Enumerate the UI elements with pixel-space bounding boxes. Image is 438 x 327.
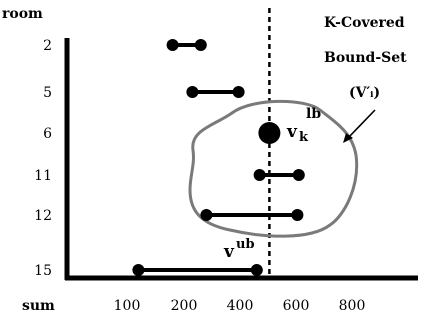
vk-label-sup: lb (306, 106, 321, 122)
set-title-line3: (V′ᵢ) (349, 85, 380, 101)
interval-room-5 (186, 86, 245, 98)
x-tick-label: 600 (283, 298, 310, 314)
interval-room-2 (166, 39, 207, 51)
x-tick-label: 400 (227, 298, 254, 314)
interval-start-dot (253, 169, 266, 181)
y-tick-label: 5 (43, 85, 52, 101)
x-tick-label: 100 (114, 298, 141, 314)
vub-label-sup: ub (236, 237, 255, 252)
interval-room-15 (132, 264, 263, 276)
interval-room-12 (200, 209, 304, 221)
interval-start-dot (200, 209, 213, 221)
interval-start-dot (132, 264, 145, 276)
y-tick-label: 6 (43, 126, 52, 142)
vub-label-base: v (223, 242, 235, 262)
interval-end-dot (291, 209, 304, 221)
y-tick-label: 15 (34, 263, 52, 279)
interval-start-dot (166, 39, 179, 51)
y-axis-title: room (2, 6, 43, 22)
set-title-line2: Bound-Set (324, 50, 407, 66)
interval-room-11 (253, 169, 305, 181)
arrow-head (343, 133, 353, 143)
interval-end-dot (194, 39, 207, 51)
interval-end-dot (232, 86, 245, 98)
y-tick-label: 11 (34, 168, 52, 184)
interval-end-dot (292, 169, 305, 181)
y-tick-label: 12 (34, 208, 52, 224)
vk-label-sub: k (299, 130, 309, 145)
vk-point (258, 122, 281, 144)
set-title-line1: K-Covered (324, 15, 405, 31)
x-tick-label: 800 (339, 298, 366, 314)
x-tick-label: 200 (171, 298, 198, 314)
vk-label-base: v (286, 122, 298, 142)
interval-end-dot (250, 264, 263, 276)
interval-start-dot (186, 86, 199, 98)
bound-set-outline (188, 99, 359, 238)
y-tick-label: 2 (43, 38, 52, 54)
x-axis-title: sum (22, 298, 55, 314)
set-pointer-arrow (347, 109, 376, 139)
